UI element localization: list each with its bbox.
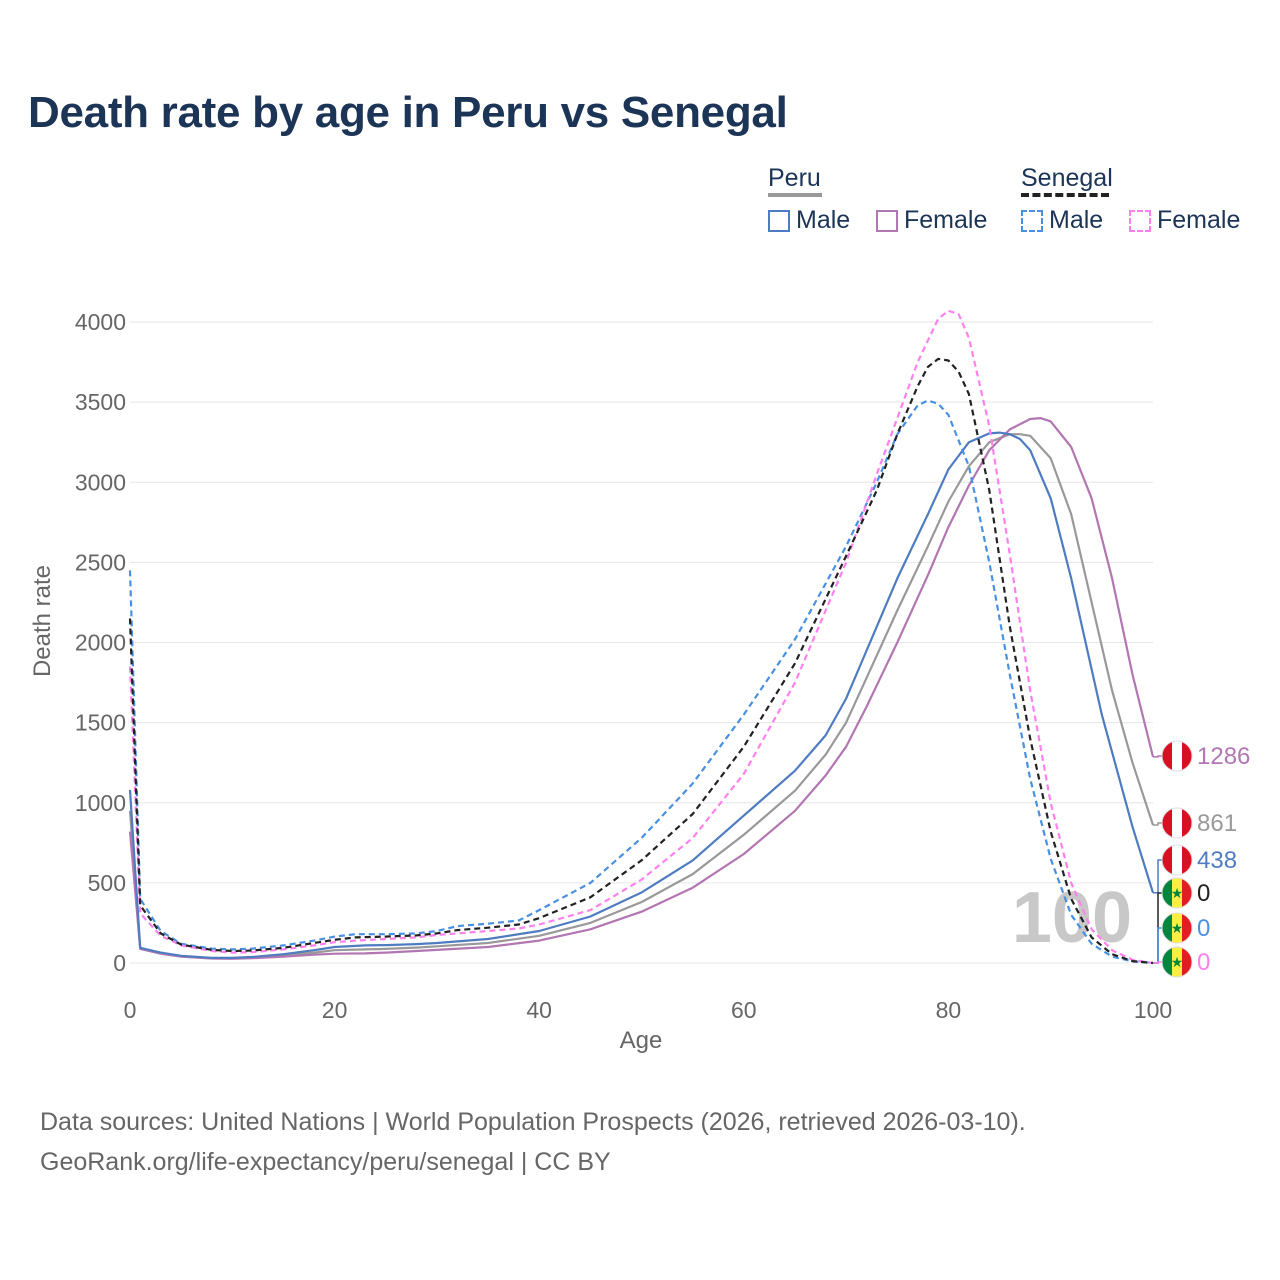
y-axis-label: Death rate [29,565,56,677]
senegal-flag-icon: ★ [1161,877,1193,909]
x-tick-label: 0 [124,997,137,1023]
y-tick-label: 3500 [75,389,126,415]
senegal-flag-icon: ★ [1161,946,1193,978]
endpoint-connector [1153,822,1162,826]
endpoint-value-label: 0 [1197,949,1210,976]
legend-group-peru: Peru [768,164,822,197]
series-line-senegal-male[interactable] [128,399,1154,965]
y-tick-label: 500 [88,870,126,896]
y-tick-label: 1500 [75,710,126,736]
x-tick-label: 100 [1134,997,1172,1023]
x-tick-label: 80 [936,997,962,1023]
endpoint-value-label: 0 [1197,880,1210,907]
endpoint-connector [1153,859,1162,894]
series-line-peru-female[interactable] [128,417,1155,960]
legend-swatch-peru-female [876,209,898,232]
endpoint-connector [1153,755,1162,758]
x-tick-label: 20 [322,997,348,1023]
year-watermark: 100 [1012,878,1132,958]
x-axis-label: Age [620,1027,663,1054]
legend-group-senegal: Senegal [1021,164,1113,197]
footer-sources: Data sources: United Nations | World Pop… [40,1108,1026,1136]
legend-item-senegal-female[interactable]: Female [1129,206,1240,235]
endpoint-value-label: 438 [1197,847,1237,874]
endpoint-value-label: 861 [1197,810,1237,837]
legend-label-peru-male: Male [796,206,851,234]
peru-flag-icon [1161,807,1193,839]
legend-group-peru-line [768,193,822,197]
x-tick-label: 40 [526,997,552,1023]
legend-item-peru-male[interactable]: Male [768,206,850,235]
senegal-flag-icon: ★ [1161,912,1193,944]
svg-text:★: ★ [1171,885,1184,901]
svg-text:★: ★ [1171,954,1184,970]
legend-label-senegal-male: Male [1049,206,1104,234]
y-tick-label: 2000 [75,630,126,656]
peru-flag-icon [1161,844,1193,876]
series-line-senegal-total[interactable] [128,357,1154,965]
y-tick-label: 1000 [75,790,126,816]
peru-flag-icon [1161,740,1193,772]
footer-link[interactable]: GeoRank.org/life-expectancy/peru/senegal… [40,1148,611,1176]
y-tick-label: 0 [113,950,126,976]
legend-item-peru-female[interactable]: Female [876,206,987,235]
legend-group-senegal-line [1021,193,1109,197]
legend-swatch-peru-male [768,209,790,232]
series-line-peru-male[interactable] [128,431,1155,959]
endpoint-value-label: 0 [1197,915,1210,942]
y-tick-label: 2500 [75,549,126,575]
legend-swatch-senegal-male [1021,209,1043,232]
series-line-senegal-female[interactable] [128,309,1154,965]
x-tick-label: 60 [731,997,757,1023]
legend-label-peru-female: Female [904,206,988,234]
svg-text:★: ★ [1171,920,1184,936]
endpoint-value-label: 1286 [1197,743,1250,770]
legend-label-senegal-female: Female [1157,206,1241,234]
legend-item-senegal-male[interactable]: Male [1021,206,1103,235]
legend-group-peru-label: Peru [768,164,821,192]
endpoint-connector [1153,961,1162,964]
y-tick-label: 4000 [75,309,126,335]
y-tick-label: 3000 [75,469,126,495]
endpoint-connector [1153,927,1162,964]
legend-group-senegal-label: Senegal [1021,164,1113,192]
chart-title: Death rate by age in Peru vs Senegal [28,88,788,137]
legend-swatch-senegal-female [1129,209,1151,232]
